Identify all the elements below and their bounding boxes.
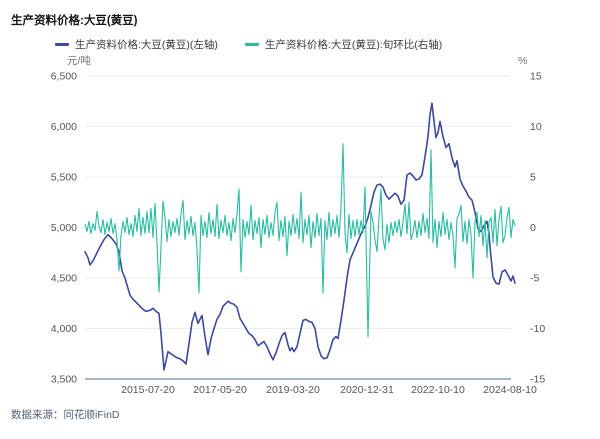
chart-legend: 生产资料价格:大豆(黄豆)(左轴) 生产资料价格:大豆(黄豆):旬环比(右轴) [55, 37, 442, 52]
series-line-momchange-right-axis [84, 143, 516, 338]
right-axis-tick-label: -5 [530, 273, 539, 285]
left-axis-tick-label: 4,000 [51, 323, 77, 335]
right-axis-tick-label: -10 [530, 323, 545, 335]
left-axis-tick-label: 5,500 [51, 172, 77, 184]
x-axis-tick-label: 2017-05-20 [193, 384, 247, 396]
data-source-note: 数据来源：同花顺iFinD [11, 409, 120, 421]
chart-title: 生产资料价格:大豆(黄豆) [11, 15, 138, 27]
right-axis-tick-label: 10 [530, 121, 542, 133]
right-axis-tick-label: -15 [530, 374, 545, 386]
left-axis-tick-label: 6,500 [51, 71, 77, 83]
x-axis-tick-label: 2015-07-20 [121, 384, 175, 396]
left-axis-tick-label: 4,500 [51, 273, 77, 285]
left-axis-tick-label: 6,000 [51, 121, 77, 133]
series-line-price-left-axis [84, 102, 516, 371]
x-axis-tick-label: 2024-08-10 [483, 384, 537, 396]
right-axis-tick-label: 0 [530, 222, 536, 234]
left-axis-tick-label: 5,000 [51, 222, 77, 234]
legend-label-momchange-right-axis: 生产资料价格:大豆(黄豆):旬环比(右轴) [264, 39, 443, 51]
x-axis-tick-label: 2019-03-20 [266, 384, 320, 396]
legend-item-momchange-right-axis[interactable]: 生产资料价格:大豆(黄豆):旬环比(右轴) [244, 37, 443, 52]
legend-item-price-left-axis[interactable]: 生产资料价格:大豆(黄豆)(左轴) [55, 37, 218, 52]
legend-line-swatch-teal [244, 43, 259, 46]
left-axis-tick-label: 3,500 [51, 374, 77, 386]
right-axis-tick-label: 15 [530, 71, 542, 83]
legend-line-swatch-navy [55, 43, 69, 46]
x-axis-tick-label: 2020-12-31 [340, 384, 394, 396]
legend-label-price-left-axis: 生产资料价格:大豆(黄豆)(左轴) [75, 39, 218, 51]
right-axis-unit-label: % [518, 55, 527, 67]
x-axis-tick-label: 2022-10-10 [411, 384, 465, 396]
left-axis-unit-label: 元/吨 [67, 54, 91, 67]
right-axis-tick-label: 5 [530, 172, 536, 184]
